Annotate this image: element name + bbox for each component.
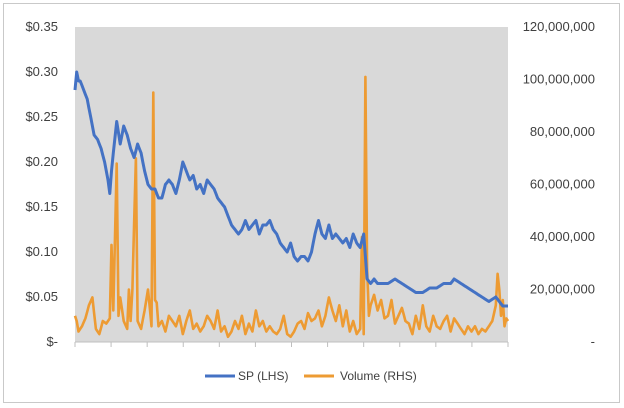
left-axis-ticks: $- $0.05 $0.10 $0.15 $0.20 $0.25 $0.30 $0.35 (25, 19, 58, 349)
right-tick-label: 40,000,000 (530, 229, 595, 244)
x-axis (74, 341, 509, 347)
left-tick-label: $0.10 (25, 244, 58, 259)
right-tick-label: 60,000,000 (530, 177, 595, 192)
legend-label: Volume (RHS) (340, 369, 417, 383)
left-tick-label: $0.25 (25, 109, 58, 124)
left-tick-label: $0.15 (25, 199, 58, 214)
legend: SP (LHS) Volume (RHS) (205, 369, 417, 383)
right-tick-label: - (591, 334, 595, 349)
legend-label: SP (LHS) (238, 369, 288, 383)
right-tick-label: 20,000,000 (530, 282, 595, 297)
left-tick-label: $- (46, 334, 58, 349)
sp-series-line (73, 70, 508, 308)
left-tick-label: $0.35 (25, 19, 58, 34)
series-layer (73, 70, 510, 339)
left-tick-label: $0.20 (25, 154, 58, 169)
left-tick-label: $0.05 (25, 289, 58, 304)
right-tick-label: 80,000,000 (530, 124, 595, 139)
plot-area (75, 27, 508, 342)
volume-series-line (73, 75, 510, 339)
right-tick-label: 100,000,000 (523, 72, 595, 87)
right-axis-ticks: - 20,000,000 40,000,000 60,000,000 80,000,00… (523, 19, 595, 349)
left-tick-label: $0.30 (25, 64, 58, 79)
right-tick-label: 120,000,000 (523, 19, 595, 34)
